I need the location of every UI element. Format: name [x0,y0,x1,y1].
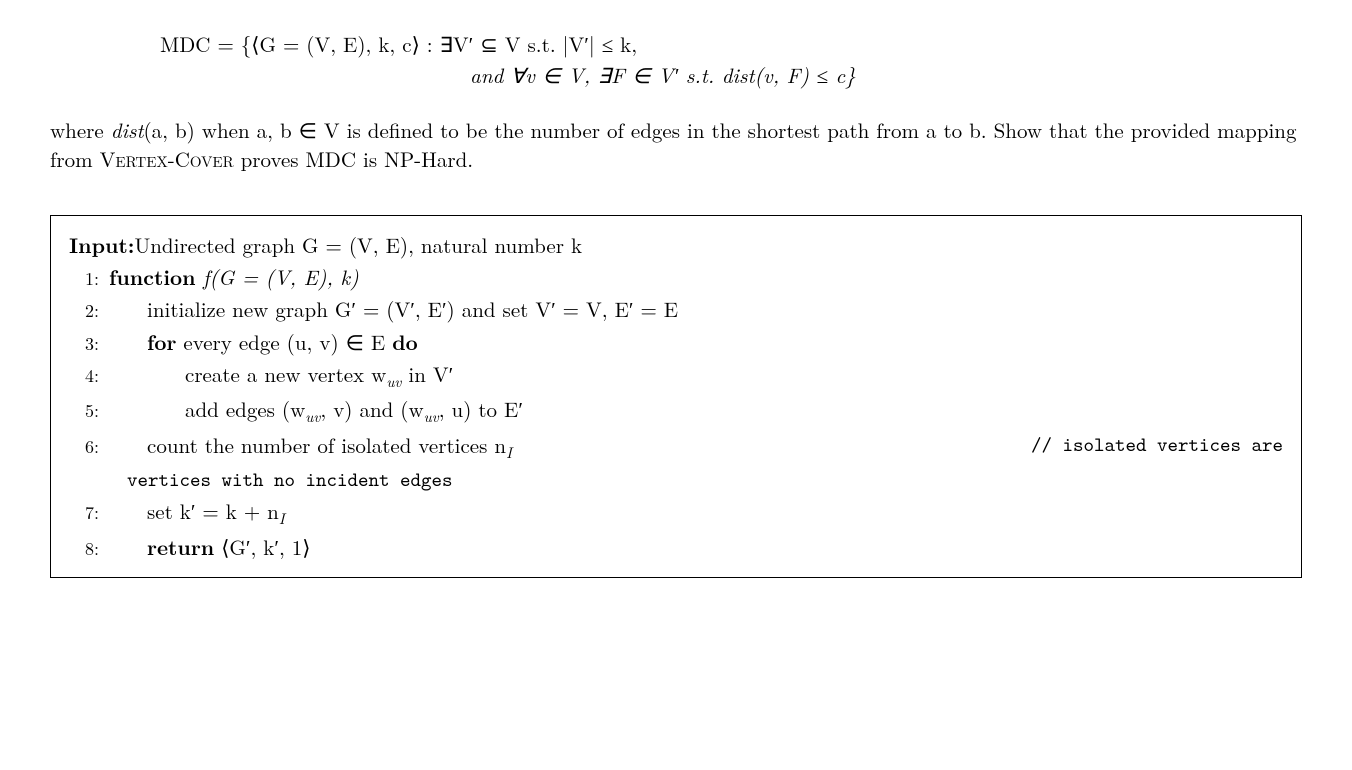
algorithm-box: Input: Undirected graph G = (V, E), natu… [50,215,1302,578]
kw-for: for [147,327,176,357]
algo-line-6-wrap: vertices with no incident edges [69,466,1283,494]
line2-text: initialize new graph G′ = (V′, E′) and s… [99,295,1283,324]
math-line-2: and ∀v ∈ V, ∃F ∈ V′ s.t. dist(v, F) ≤ c} [160,61,1302,90]
algo-line-5: 5: add edges (wuv, v) and (wuv, u) to E′ [69,395,1283,427]
line7-sub: I [279,508,285,529]
line1-rest: f(G = (V, E), k) [196,262,359,292]
lineno: 7: [69,500,99,525]
line6-wrap: vertices with no incident edges [99,466,1283,494]
dist-word: dist [111,115,144,145]
line5-sub1: uv [305,407,320,428]
algo-line-7: 7: set k′ = k + nI [69,497,1283,529]
lineno: 3: [69,331,99,356]
math-line-2-text: and ∀v ∈ V, ∃F ∈ V′ s.t. dist(v, F) ≤ c} [470,60,856,90]
algo-line-8: 8: return ⟨G′, k′, 1⟩ [69,533,1283,562]
algo-line-4: 4: create a new vertex wuv in V′ [69,360,1283,392]
lineno: 8: [69,536,99,561]
prose-part1: where [50,115,111,145]
problem-statement: where dist(a, b) when a, b ∈ V is define… [50,116,1302,175]
line3-mid: every edge (u, v) ∈ E [176,327,392,357]
line5-post: , u) to E′ [439,394,523,424]
algo-line-1: 1: function f(G = (V, E), k) [69,263,1283,292]
prose-part3: proves MDC is NP-Hard. [234,144,474,174]
line5-sub2: uv [424,407,439,428]
lineno: 2: [69,298,99,323]
line5-mid: , v) and (w [320,394,423,424]
math-definition: MDC = {⟨G = (V, E), k, c⟩ : ∃V′ ⊆ V s.t.… [50,30,1302,91]
lineno: 4: [69,363,99,388]
input-label: Input: [69,231,135,260]
line6-comment: // isolated vertices are [1031,431,1283,463]
input-text: Undirected graph G = (V, E), natural num… [135,231,583,260]
lineno: 1: [69,266,99,291]
lineno: 5: [69,398,99,423]
algo-line-3: 3: for every edge (u, v) ∈ E do [69,328,1283,357]
kw-function: function [109,262,196,292]
line8-rest: ⟨G′, k′, 1⟩ [214,532,310,562]
algo-line-6: 6: count the number of isolated vertices… [69,431,1283,463]
lineno: 6: [69,434,99,459]
line6-pre: count the number of isolated vertices n [147,430,506,460]
algo-input-line: Input: Undirected graph G = (V, E), natu… [69,231,1283,260]
math-line-1: MDC = {⟨G = (V, E), k, c⟩ : ∃V′ ⊆ V s.t.… [160,30,1302,59]
line7-pre: set k′ = k + n [147,496,279,526]
kw-do: do [392,327,418,357]
vertex-cover-name: Vertex-Cover [100,144,234,174]
line4-post: in V′ [401,359,453,389]
line4-pre: create a new vertex w [185,359,386,389]
kw-return: return [147,532,214,562]
line6-sub: I [506,442,512,463]
algo-line-2: 2: initialize new graph G′ = (V′, E′) an… [69,295,1283,324]
line4-sub: uv [386,371,401,392]
line5-pre: add edges (w [185,394,305,424]
